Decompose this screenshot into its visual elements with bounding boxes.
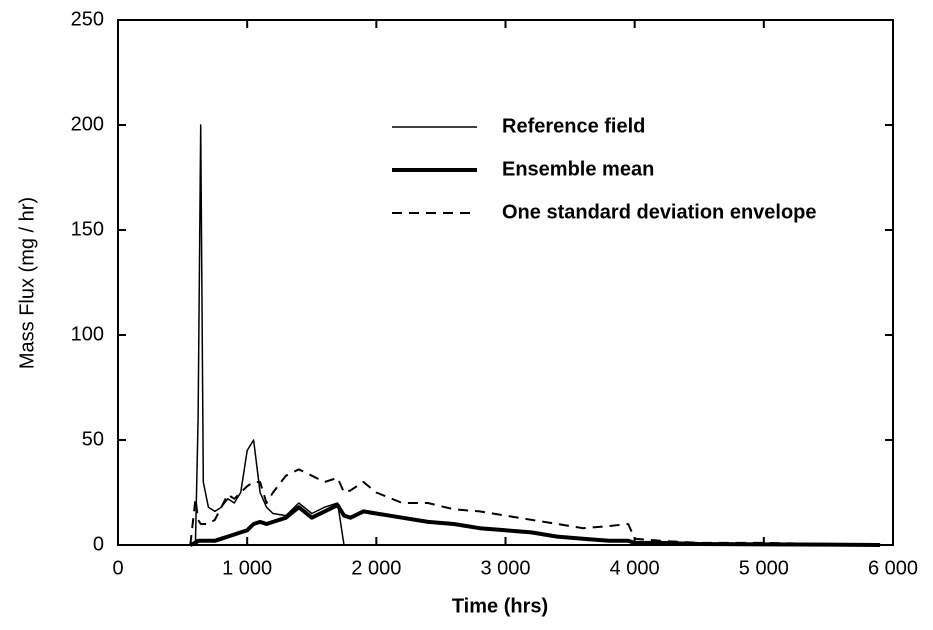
y-tick-label: 150 xyxy=(71,218,104,240)
x-tick-label: 6 000 xyxy=(868,557,918,579)
y-tick-label: 0 xyxy=(93,533,104,555)
y-axis-label: Mass Flux (mg / hr) xyxy=(16,197,38,369)
x-tick-label: 3 000 xyxy=(480,557,530,579)
x-tick-label: 0 xyxy=(112,557,123,579)
series-line xyxy=(189,124,351,546)
series-line xyxy=(189,468,881,546)
y-tick-label: 250 xyxy=(71,8,104,30)
y-tick-label: 50 xyxy=(82,428,104,450)
legend-label: One standard deviation envelope xyxy=(502,201,817,223)
x-axis-label: Time (hrs) xyxy=(452,595,548,617)
y-tick-label: 200 xyxy=(71,113,104,135)
y-tick-label: 100 xyxy=(71,323,104,345)
legend-label: Ensemble mean xyxy=(502,158,654,180)
x-tick-label: 5 000 xyxy=(739,557,789,579)
x-tick-label: 4 000 xyxy=(610,557,660,579)
x-tick-label: 2 000 xyxy=(351,557,401,579)
x-tick-label: 1 000 xyxy=(222,557,272,579)
legend-label: Reference field xyxy=(502,115,645,137)
series-line xyxy=(189,503,881,547)
plot-frame xyxy=(117,19,894,546)
